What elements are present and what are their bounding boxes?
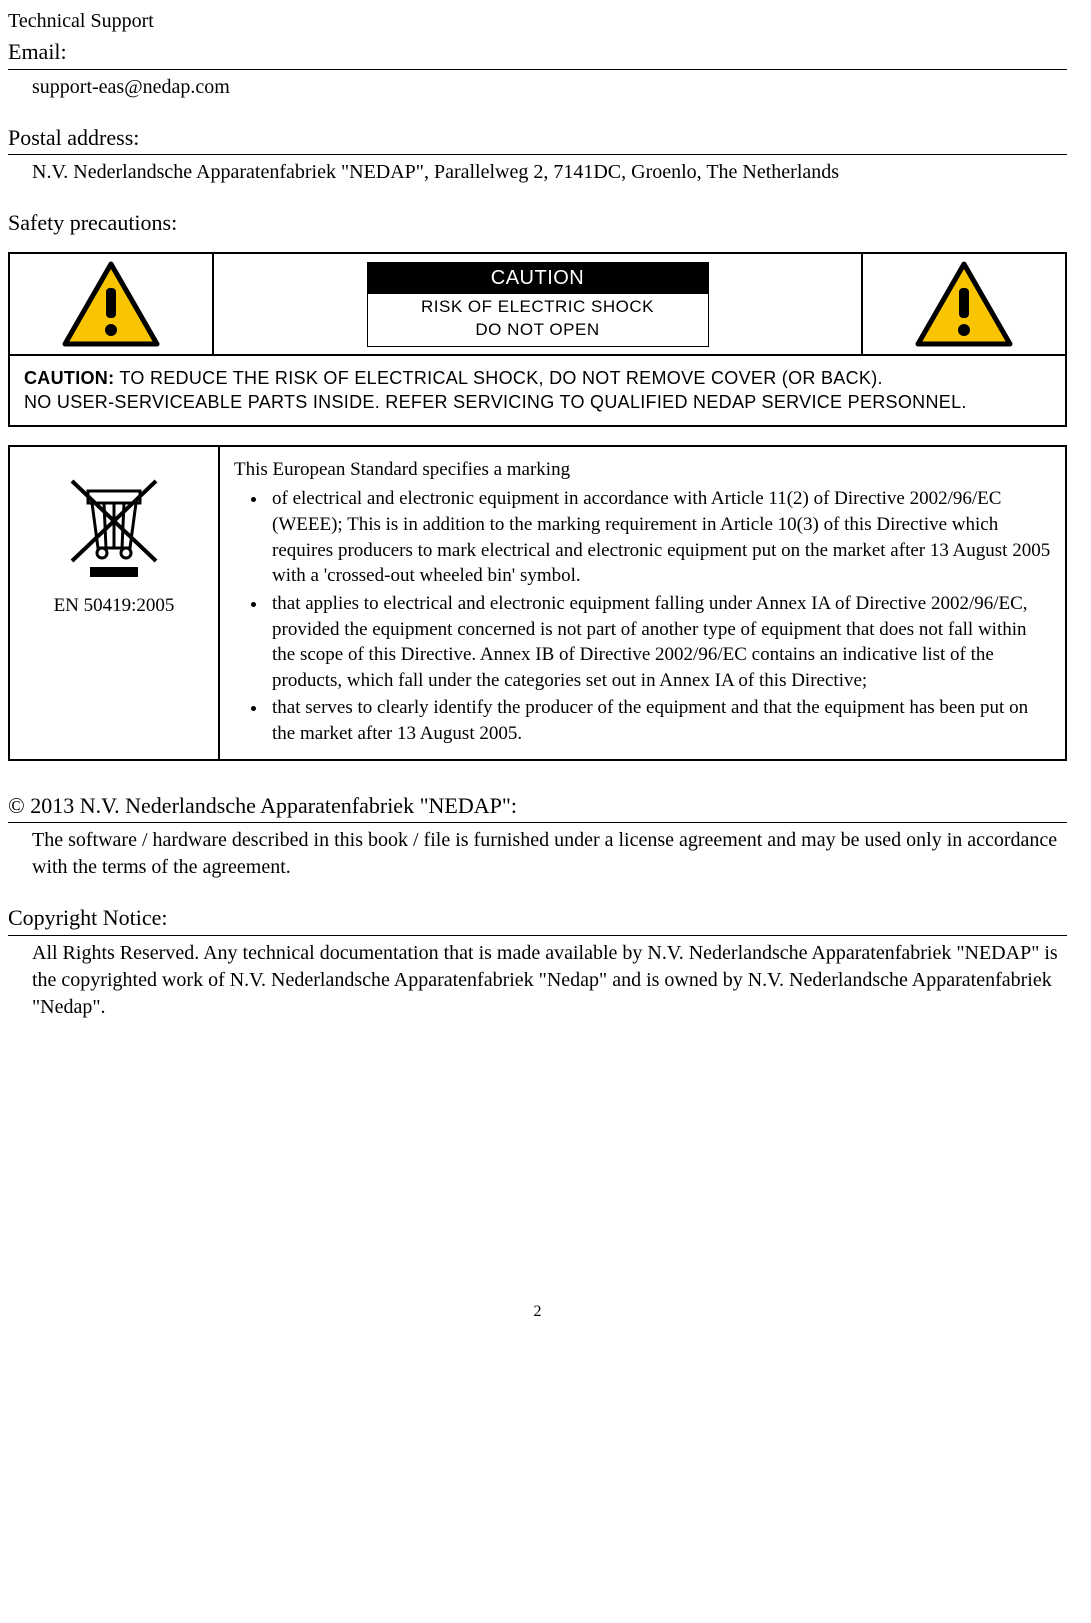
postal-label: Postal address:	[8, 123, 1067, 156]
warning-left-cell	[9, 253, 213, 355]
weee-table: EN 50419:2005 This European Standard spe…	[8, 445, 1067, 761]
caution-text-line2: NO USER-SERVICEABLE PARTS INSIDE. REFER …	[24, 392, 967, 412]
caution-table: CAUTION RISK OF ELECTRIC SHOCK DO NOT OP…	[8, 252, 1067, 427]
caution-line1: RISK OF ELECTRIC SHOCK	[368, 294, 708, 319]
weee-bullet: that serves to clearly identify the prod…	[268, 695, 1051, 746]
copyright-notice-label: Copyright Notice:	[8, 903, 1067, 936]
caution-strong: CAUTION:	[24, 368, 114, 388]
postal-value: N.V. Nederlandsche Apparatenfabriek "NED…	[32, 159, 1067, 186]
email-label: Email:	[8, 37, 1067, 70]
warning-triangle-icon	[61, 260, 161, 348]
caution-box: CAUTION RISK OF ELECTRIC SHOCK DO NOT OP…	[367, 262, 709, 347]
safety-label: Safety precautions:	[8, 208, 1067, 238]
warning-right-cell	[862, 253, 1066, 355]
weee-bullet: of electrical and electronic equipment i…	[268, 486, 1051, 589]
weee-right-cell: This European Standard specifies a marki…	[219, 446, 1066, 760]
page-title: Technical Support	[8, 8, 1067, 35]
weee-left-cell: EN 50419:2005	[9, 446, 219, 760]
weee-bin-icon	[54, 463, 174, 583]
weee-bullet: that applies to electrical and electroni…	[268, 591, 1051, 694]
weee-intro: This European Standard specifies a marki…	[234, 457, 1051, 483]
weee-standard-label: EN 50419:2005	[24, 593, 204, 619]
caution-rest: TO REDUCE THE RISK OF ELECTRICAL SHOCK, …	[114, 368, 882, 388]
caution-line2: DO NOT OPEN	[368, 319, 708, 346]
copyright2013-label: © 2013 N.V. Nederlandsche Apparatenfabri…	[8, 791, 1067, 824]
caution-center-cell: CAUTION RISK OF ELECTRIC SHOCK DO NOT OP…	[213, 253, 862, 355]
warning-triangle-icon	[914, 260, 1014, 348]
copyright-notice-body: All Rights Reserved. Any technical docum…	[32, 940, 1067, 1021]
copyright2013-body: The software / hardware described in thi…	[32, 827, 1067, 881]
caution-header: CAUTION	[368, 263, 708, 294]
email-value: support-eas@nedap.com	[32, 74, 1067, 101]
weee-list: of electrical and electronic equipment i…	[268, 486, 1051, 746]
page-number: 2	[8, 1301, 1067, 1323]
caution-text: CAUTION: TO REDUCE THE RISK OF ELECTRICA…	[9, 355, 1066, 426]
